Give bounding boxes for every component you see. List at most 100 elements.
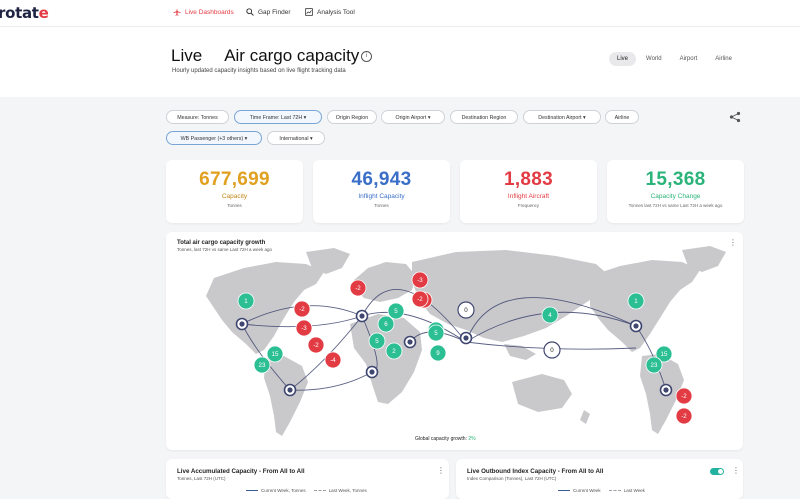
growth-bubble[interactable]: 6 [377, 315, 395, 333]
kpi-inflight-capacity: 46,943 Inflight Capacity Tonnes [313, 160, 450, 223]
growth-bubble[interactable]: -3 [295, 319, 313, 337]
growth-bubble[interactable]: 5 [387, 302, 405, 320]
legend-swatch [313, 490, 326, 491]
more-options-icon[interactable]: ⋮ [732, 466, 740, 475]
panel-subtitle: Index Comparison (Tonnes), Last 72H (UTC… [467, 476, 557, 481]
filter-origin-airport[interactable]: Origin Airport ▾ [381, 110, 445, 124]
bubble-label: -2 [299, 306, 305, 313]
bubble-circle [429, 344, 447, 362]
growth-bubble[interactable]: 9 [429, 344, 447, 362]
chart-legend: Current Week Last Week [558, 488, 645, 493]
growth-bubble[interactable]: 23 [645, 356, 663, 374]
growth-bubble[interactable]: 2 [385, 342, 403, 360]
growth-bubble[interactable]: -3 [411, 271, 429, 289]
growth-bubble[interactable]: 5 [368, 332, 386, 350]
growth-bubble[interactable]: 5 [427, 324, 445, 342]
bubble-label: 2 [392, 348, 396, 355]
filter-measure[interactable]: Measure: Tonnes [166, 110, 229, 124]
nav-live-dashboards[interactable]: Live Dashboards [173, 8, 234, 16]
filter-international[interactable]: International ▾ [267, 131, 325, 145]
bubble-label: -2 [313, 342, 319, 349]
tab-live[interactable]: Live [609, 52, 637, 66]
legend-item-last[interactable]: Last Week [608, 488, 645, 493]
app-logo[interactable]: rotate [0, 4, 49, 22]
share-icon[interactable] [729, 111, 741, 123]
kpi-capacity-change: 15,368 Capacity Change Tonnes last 72H v… [607, 160, 744, 223]
bubble-circle [645, 356, 663, 374]
tab-world[interactable]: World [646, 56, 662, 62]
filter-destination-region[interactable]: Destination Region [450, 110, 518, 124]
bubble-label: 4 [548, 312, 552, 319]
growth-bubble[interactable]: 15 [266, 345, 284, 363]
top-nav: rotate Live Dashboards Gap Finder Analys… [0, 0, 800, 27]
growth-bubble[interactable]: -2 [307, 336, 325, 354]
bubble-label: 15 [272, 351, 279, 358]
tab-airline[interactable]: Airline [715, 56, 732, 62]
kpi-inflight-aircraft: 1,883 Inflight Aircraft Frequency [460, 160, 597, 223]
growth-bubble[interactable]: 1 [627, 292, 645, 310]
filter-wb-passenger[interactable]: WB Passenger (+3 others) ▾ [166, 131, 262, 145]
chart-legend: Current Week, Tonnes Last Week, Tonnes [246, 488, 367, 493]
growth-bubble[interactable]: -2 [349, 279, 367, 297]
legend-swatch [246, 490, 258, 491]
nav-gap-finder[interactable]: Gap Finder [246, 8, 291, 16]
bubble-circle [295, 319, 313, 337]
search-icon [246, 8, 254, 16]
bubble-label: 6 [384, 321, 388, 328]
legend-item-current[interactable]: Current Week, Tonnes [246, 488, 306, 493]
filter-destination-airport[interactable]: Destination Airport ▾ [523, 110, 601, 124]
bubble-circle [266, 345, 284, 363]
growth-bubble[interactable]: -4 [324, 351, 342, 369]
bubble-circle [411, 290, 429, 308]
bubble-circle [411, 271, 429, 289]
bubble-circle [655, 345, 673, 363]
kpi-value: 677,699 [199, 169, 270, 190]
kpi-unit: Frequency [517, 203, 540, 208]
growth-bubble[interactable]: -2 [675, 407, 693, 425]
tab-airport[interactable]: Airport [679, 56, 698, 62]
growth-bubble[interactable]: -2 [675, 387, 693, 405]
view-tabs: Live World Airport Airline [609, 52, 740, 66]
panel-subtitle: Tonnes, Last 72H (UTC) [177, 476, 226, 481]
growth-bubble[interactable]: 23 [253, 356, 271, 374]
page-subtitle: Hourly updated capacity insights based o… [172, 68, 346, 74]
bubble-circle [627, 292, 645, 310]
filter-time-frame[interactable]: Time Frame: Last 72H ▾ [234, 110, 322, 124]
continents [206, 246, 726, 436]
growth-bubble[interactable]: 0 [457, 301, 475, 319]
kpi-value: 46,943 [351, 169, 412, 190]
info-icon[interactable]: i [361, 51, 372, 62]
legend-item-last[interactable]: Last Week, Tonnes [313, 488, 367, 493]
bubble-label: 23 [651, 362, 658, 369]
page-title: Live Air cargo capacity [171, 46, 360, 65]
kpi-label: Inflight Aircraft [507, 193, 550, 200]
growth-bubble[interactable]: 0 [543, 341, 561, 359]
bubble-label: 5 [375, 338, 379, 345]
bubble-label: 0 [464, 307, 468, 314]
growth-bubble[interactable]: 1 [237, 292, 255, 310]
more-options-icon[interactable]: ⋮ [437, 466, 445, 475]
kpi-capacity: 677,699 Capacity Tonnes [166, 160, 303, 223]
bubble-circle [675, 387, 693, 405]
bubble-label: -2 [417, 296, 423, 303]
hub-markers [235, 309, 673, 397]
kpi-label: Capacity [221, 193, 248, 200]
bubble-circle [385, 342, 403, 360]
nav-analysis-tool[interactable]: Analysis Tool [305, 8, 355, 16]
kpi-label: Capacity Change [650, 193, 701, 200]
filter-airline[interactable]: Airline [605, 110, 639, 124]
capacity-growth-map-panel: Total air cargo capacity growth Tonnes, … [166, 232, 743, 450]
legend-item-current[interactable]: Current Week [558, 488, 601, 493]
filter-origin-region[interactable]: Origin Region [327, 110, 377, 124]
bubble-label: 1 [634, 298, 638, 305]
growth-bubble[interactable]: 15 [655, 345, 673, 363]
more-options-icon[interactable]: ⋮ [729, 238, 737, 247]
bubble-label: 1 [244, 298, 248, 305]
comparison-toggle[interactable] [710, 468, 724, 475]
growth-bubble[interactable]: -2 [293, 300, 311, 318]
growth-bubble[interactable]: 4 [541, 306, 559, 324]
growth-bubble[interactable]: -2 [411, 290, 429, 308]
bubble-label: -4 [330, 357, 336, 364]
